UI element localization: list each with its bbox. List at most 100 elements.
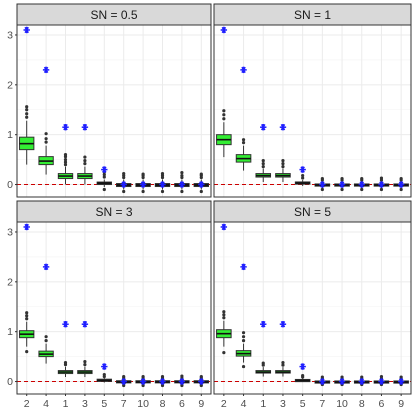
outlier-point xyxy=(25,112,29,116)
true-value-marker xyxy=(198,181,205,188)
outlier-point xyxy=(83,161,87,166)
x-tick-label: 4 xyxy=(43,398,49,410)
true-value-marker xyxy=(240,263,247,271)
true-value-marker xyxy=(120,181,127,188)
outlier-point xyxy=(25,311,29,315)
outlier-point xyxy=(281,161,285,166)
true-value-marker xyxy=(81,124,89,131)
panel-border xyxy=(213,221,412,395)
true-value-marker xyxy=(378,378,385,385)
outlier-point xyxy=(399,176,403,181)
outlier-point xyxy=(25,314,29,318)
outlier-point xyxy=(122,171,126,176)
outlier-point xyxy=(261,361,265,365)
outlier-point xyxy=(241,339,246,343)
x-tick-label: 7 xyxy=(121,398,127,410)
box-3 xyxy=(275,159,291,183)
outlier-point xyxy=(222,117,226,121)
facet-strip-title: SN = 5 xyxy=(294,205,331,219)
true-value-marker xyxy=(178,378,186,385)
true-value-marker xyxy=(299,166,306,173)
outlier-point xyxy=(160,383,165,388)
outlier-point xyxy=(241,141,246,145)
outlier-point xyxy=(379,374,384,379)
outlier-point xyxy=(301,373,305,378)
outlier-point xyxy=(102,372,106,377)
outlier-point xyxy=(281,159,285,163)
outlier-point xyxy=(180,374,184,378)
true-value-marker xyxy=(198,378,205,385)
outlier-point xyxy=(63,160,68,164)
outlier-point xyxy=(360,375,364,379)
outlier-point xyxy=(261,161,265,166)
outlier-point xyxy=(199,383,203,388)
box-4 xyxy=(235,331,252,369)
outlier-point xyxy=(83,359,87,364)
true-value-marker xyxy=(358,181,365,188)
x-tick-label: 5 xyxy=(101,398,107,410)
x-tick-label: 6 xyxy=(179,398,185,410)
outlier-point xyxy=(222,351,226,355)
outlier-point xyxy=(122,374,126,379)
outlier-point xyxy=(241,138,246,142)
true-value-marker xyxy=(23,26,30,34)
x-tick-label: 2 xyxy=(24,398,30,410)
outlier-point xyxy=(241,335,246,339)
x-tick-label: 2 xyxy=(221,398,227,410)
box-1 xyxy=(255,361,272,377)
outlier-point xyxy=(141,172,145,176)
x-tick-label: 9 xyxy=(398,398,404,410)
outlier-point xyxy=(199,374,203,379)
y-tick-label: 1 xyxy=(7,326,13,338)
outlier-point xyxy=(102,175,106,179)
outlier-point xyxy=(63,158,68,162)
panel-background xyxy=(214,25,411,197)
outlier-point xyxy=(379,176,384,180)
true-value-marker xyxy=(358,378,365,385)
facet-panel: SN = 5 2 4 1 3 5 7 10 8 6 9 xyxy=(213,200,412,410)
box-2 xyxy=(216,310,232,355)
x-tick-label: 9 xyxy=(198,398,204,410)
outlier-point xyxy=(180,383,184,388)
x-tick-label: 4 xyxy=(241,398,247,410)
y-tick-label: 0 xyxy=(7,376,13,388)
facet-panel: SN = 0.5 0 1 2 3 xyxy=(7,3,212,198)
box-5 xyxy=(294,173,311,187)
box-5 xyxy=(294,373,311,383)
true-value-marker xyxy=(338,378,346,385)
true-value-marker xyxy=(378,181,385,188)
outlier-point xyxy=(241,364,246,369)
box-4 xyxy=(38,335,54,364)
outlier-point xyxy=(141,383,145,388)
outlier-point xyxy=(199,172,203,176)
y-tick-label: 0 xyxy=(7,179,13,191)
outlier-point xyxy=(379,187,384,192)
box-5 xyxy=(96,372,112,383)
outlier-point xyxy=(122,189,126,194)
outlier-point xyxy=(340,375,344,379)
outlier-point xyxy=(241,331,246,335)
outlier-point xyxy=(83,362,87,367)
outlier-point xyxy=(399,187,403,192)
outlier-point xyxy=(199,189,203,194)
facet-panel: SN = 1 xyxy=(213,3,412,198)
true-value-marker xyxy=(319,181,326,188)
outlier-point xyxy=(180,189,184,194)
outlier-point xyxy=(340,187,344,192)
x-tick-label: 10 xyxy=(137,398,149,410)
panel-background xyxy=(17,25,211,197)
box-4 xyxy=(235,138,252,171)
outlier-point xyxy=(360,176,364,181)
panel-background xyxy=(214,222,411,394)
outlier-point xyxy=(25,105,29,109)
true-value-marker xyxy=(397,378,405,385)
x-tick-label: 3 xyxy=(280,398,286,410)
y-tick-label: 2 xyxy=(7,79,13,91)
box-4 xyxy=(38,132,54,175)
box-3 xyxy=(77,359,93,378)
outlier-point xyxy=(63,162,68,167)
true-value-marker xyxy=(23,223,30,231)
outlier-point xyxy=(222,316,226,320)
outlier-point xyxy=(399,375,403,379)
outlier-point xyxy=(301,173,305,178)
